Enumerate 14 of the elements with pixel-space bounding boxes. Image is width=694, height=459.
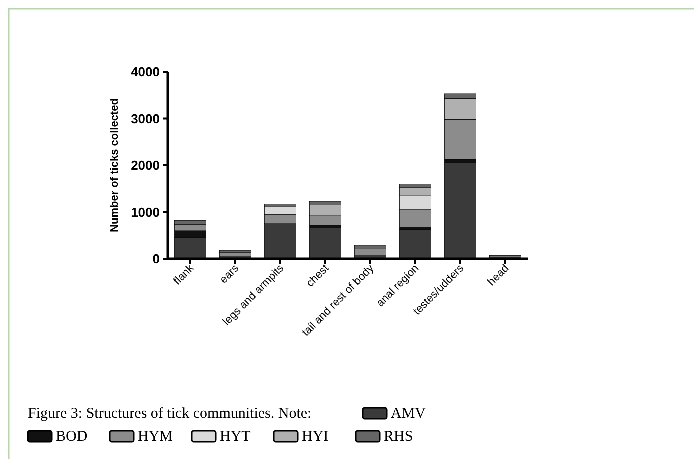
- y-tick-label: 2000: [131, 158, 160, 174]
- x-tick-label: ears: [218, 262, 242, 286]
- legend-label: RHS: [384, 429, 414, 445]
- legend-label: AMV: [391, 406, 426, 422]
- legend-label: HYT: [220, 429, 251, 445]
- y-tick-label: 4000: [131, 64, 160, 80]
- y-tick-label: 1000: [131, 204, 160, 220]
- caption: Figure 3: Structures of tick communities. Note:: [28, 406, 312, 422]
- legend-label: HYI: [302, 429, 329, 445]
- legend-label: BOD: [56, 429, 88, 445]
- y-axis-title: Number of ticks collected: [109, 98, 121, 232]
- legend-label: HYM: [138, 429, 174, 445]
- y-tick-label: 3000: [131, 111, 160, 126]
- y-tick-label: 0: [152, 252, 160, 267]
